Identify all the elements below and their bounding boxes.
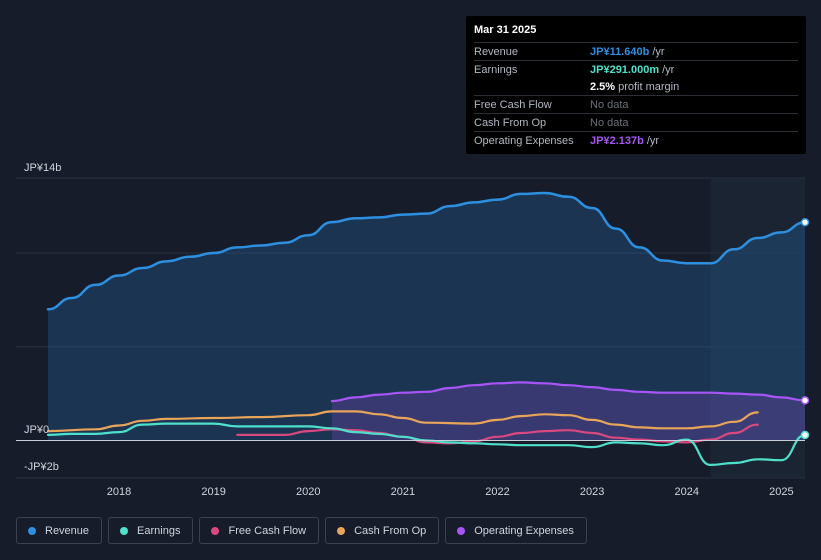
tooltip-label: Revenue	[474, 45, 519, 58]
revenue-area	[48, 193, 805, 441]
tooltip-unit: /yr	[652, 45, 665, 58]
revenue-line	[46, 191, 807, 311]
series-layer	[46, 191, 810, 467]
tooltip-unit: /yr	[646, 134, 660, 147]
tooltip-value: 2.5%	[590, 80, 616, 93]
earnings-line	[46, 422, 807, 467]
tooltip-label: Free Cash Flow	[474, 98, 552, 111]
tooltip: Mar 31 2025 Revenue JP¥11.640b /yr Earni…	[466, 16, 806, 154]
tooltip-row-free-cash-flow: Free Cash Flow No data	[474, 95, 798, 113]
legend-label: Revenue	[45, 524, 90, 537]
legend-item-revenue[interactable]: Revenue	[16, 517, 103, 544]
free-cash-flow-line	[236, 423, 759, 445]
legend-dot-icon	[120, 526, 129, 535]
tooltip-label: Operating Expenses	[474, 134, 574, 147]
tooltip-value: JP¥11.640b	[590, 45, 650, 58]
forecast-shade	[710, 178, 805, 478]
legend: Revenue Earnings Free Cash Flow Cash Fro…	[16, 517, 587, 546]
operating-expenses-line	[330, 381, 807, 403]
y-axis-top-label: JP¥14b	[24, 162, 61, 174]
x-tick-label: 2018	[107, 486, 131, 498]
legend-label: Operating Expenses	[474, 524, 574, 537]
legend-item-free-cash-flow[interactable]: Free Cash Flow	[199, 517, 320, 544]
x-tick-label: 2025	[769, 486, 793, 498]
tooltip-value: JP¥291.000m	[590, 63, 660, 76]
legend-item-operating-expenses[interactable]: Operating Expenses	[445, 517, 587, 544]
legend-label: Free Cash Flow	[228, 524, 307, 537]
tooltip-row-margin: 2.5% profit margin	[474, 78, 798, 95]
legend-label: Cash From Op	[354, 524, 427, 537]
legend-dot-icon	[211, 526, 220, 535]
x-tick-label: 2022	[485, 486, 509, 498]
tooltip-label: Earnings	[474, 63, 518, 76]
earnings-endpoint	[800, 430, 810, 440]
grid-lines	[16, 177, 805, 479]
legend-label: Earnings	[137, 524, 181, 537]
legend-item-earnings[interactable]: Earnings	[108, 517, 194, 544]
tooltip-date: Mar 31 2025	[474, 24, 537, 36]
tooltip-unit: /yr	[662, 63, 675, 76]
x-axis-ticks: 2018 2019 2020 2021 2022 2023 2024 2025	[107, 486, 794, 498]
x-tick-label: 2020	[296, 486, 320, 498]
legend-item-cash-from-op[interactable]: Cash From Op	[325, 517, 440, 544]
x-tick-label: 2021	[391, 486, 415, 498]
operating-expenses-area	[331, 382, 805, 441]
operating-expenses-endpoint	[800, 396, 810, 405]
tooltip-row-cash-from-op: Cash From Op No data	[474, 113, 798, 131]
y-axis-bottom-label: -JP¥2b	[24, 461, 59, 473]
legend-dot-icon	[28, 526, 36, 535]
tooltip-unit: profit margin	[618, 80, 680, 93]
x-tick-label: 2024	[674, 486, 698, 498]
x-tick-label: 2019	[201, 486, 225, 498]
x-tick-label: 2023	[580, 486, 604, 498]
tooltip-value: No data	[590, 98, 629, 111]
legend-dot-icon	[457, 526, 466, 535]
legend-dot-icon	[337, 526, 346, 535]
revenue-endpoint	[800, 218, 810, 227]
cash-from-op-line	[46, 410, 759, 433]
y-axis-zero-label: JP¥0	[24, 424, 49, 436]
tooltip-row-operating-expenses: Operating Expenses JP¥2.137b /yr	[474, 131, 798, 149]
tooltip-value: JP¥2.137b	[590, 134, 644, 147]
tooltip-row-revenue: Revenue JP¥11.640b /yr	[474, 42, 798, 60]
tooltip-value: No data	[590, 116, 629, 129]
tooltip-row-earnings: Earnings JP¥291.000m /yr	[474, 60, 798, 78]
tooltip-label: Cash From Op	[474, 116, 547, 129]
